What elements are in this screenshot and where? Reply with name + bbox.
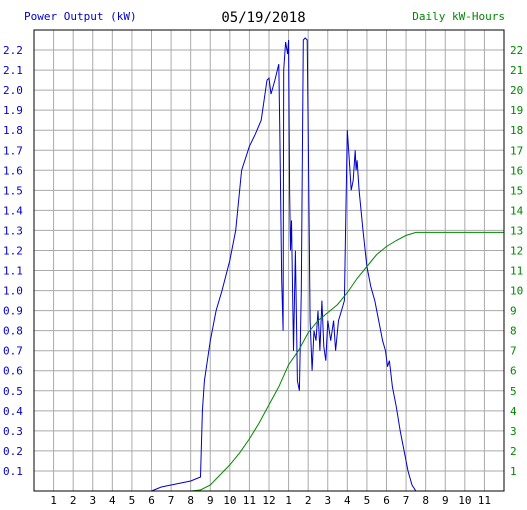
grid-lines — [34, 30, 504, 491]
right-tick-label: 5 — [510, 385, 517, 398]
left-tick-label: 1.3 — [3, 224, 23, 237]
right-tick-label: 12 — [510, 244, 523, 257]
right-tick-label: 11 — [510, 265, 523, 278]
left-axis-title: Power Output (kW) — [24, 10, 137, 23]
left-tick-label: 1.4 — [3, 204, 23, 217]
x-axis-ticks: 1 2 3 4 5 6 7 8 9 10 11 12 1 2 3 4 5 6 7 8 9 10 11 — [50, 494, 491, 507]
right-tick-label: 9 — [510, 305, 517, 318]
left-tick-label: 2.0 — [3, 84, 23, 97]
x-tick-label: 1 — [50, 494, 57, 507]
x-tick-label: 12 — [262, 494, 275, 507]
left-tick-label: 1.6 — [3, 164, 23, 177]
right-tick-label: 17 — [510, 144, 523, 157]
right-tick-label: 1 — [510, 465, 517, 478]
x-tick-label: 9 — [442, 494, 449, 507]
right-tick-label: 16 — [510, 164, 523, 177]
left-tick-label: 1.0 — [3, 285, 23, 298]
right-tick-label: 3 — [510, 425, 517, 438]
left-tick-label: 0.4 — [3, 405, 23, 418]
x-tick-label: 3 — [324, 494, 331, 507]
series-lines — [151, 37, 504, 492]
energy-series-line — [151, 231, 504, 492]
left-tick-label: 1.5 — [3, 184, 23, 197]
x-tick-label: 3 — [89, 494, 96, 507]
left-tick-label: 1.1 — [3, 265, 23, 278]
left-tick-label: 1.2 — [3, 244, 23, 257]
right-tick-label: 18 — [510, 124, 523, 137]
right-tick-label: 4 — [510, 405, 517, 418]
left-tick-label: 0.1 — [3, 465, 23, 478]
right-tick-label: 14 — [510, 204, 524, 217]
x-tick-label: 1 — [285, 494, 292, 507]
x-tick-label: 5 — [364, 494, 371, 507]
left-tick-label: 2.1 — [3, 64, 23, 77]
left-tick-label: 0.8 — [3, 325, 23, 338]
left-tick-label: 2.2 — [3, 44, 23, 57]
x-tick-label: 11 — [243, 494, 256, 507]
x-tick-label: 6 — [148, 494, 155, 507]
x-tick-label: 10 — [223, 494, 236, 507]
x-tick-label: 7 — [403, 494, 410, 507]
right-tick-label: 7 — [510, 345, 517, 358]
left-tick-label: 0.3 — [3, 425, 23, 438]
right-tick-label: 8 — [510, 325, 517, 338]
right-tick-label: 10 — [510, 285, 523, 298]
right-tick-label: 6 — [510, 365, 517, 378]
right-tick-label: 15 — [510, 184, 523, 197]
x-tick-label: 8 — [187, 494, 194, 507]
left-tick-label: 1.8 — [3, 124, 23, 137]
right-tick-label: 20 — [510, 84, 523, 97]
x-tick-label: 8 — [422, 494, 429, 507]
left-tick-label: 0.6 — [3, 365, 23, 378]
right-tick-label: 19 — [510, 104, 523, 117]
right-axis-title: Daily kW-Hours — [412, 10, 505, 23]
power-series-line — [151, 37, 420, 492]
x-tick-label: 6 — [383, 494, 390, 507]
left-tick-label: 1.9 — [3, 104, 23, 117]
left-axis-ticks: 0.1 0.2 0.3 0.4 0.5 0.6 0.7 0.8 0.9 1.0 1.1 1.2 1.3 1… — [3, 44, 23, 478]
left-tick-label: 0.2 — [3, 445, 23, 458]
left-tick-label: 1.7 — [3, 144, 23, 157]
x-tick-label: 4 — [109, 494, 116, 507]
x-tick-label: 7 — [168, 494, 175, 507]
x-tick-label: 4 — [344, 494, 351, 507]
x-tick-label: 2 — [70, 494, 77, 507]
right-tick-label: 22 — [510, 44, 523, 57]
x-tick-label: 9 — [207, 494, 214, 507]
left-tick-label: 0.9 — [3, 305, 23, 318]
x-tick-label: 5 — [129, 494, 136, 507]
left-tick-label: 0.5 — [3, 385, 23, 398]
x-tick-label: 11 — [478, 494, 491, 507]
right-tick-label: 13 — [510, 224, 523, 237]
right-tick-label: 2 — [510, 445, 517, 458]
right-tick-label: 21 — [510, 64, 523, 77]
x-tick-label: 2 — [305, 494, 312, 507]
x-tick-label: 10 — [458, 494, 471, 507]
left-tick-label: 0.7 — [3, 345, 23, 358]
chart-date-title: 05/19/2018 — [221, 10, 306, 26]
plot-border — [33, 29, 505, 492]
